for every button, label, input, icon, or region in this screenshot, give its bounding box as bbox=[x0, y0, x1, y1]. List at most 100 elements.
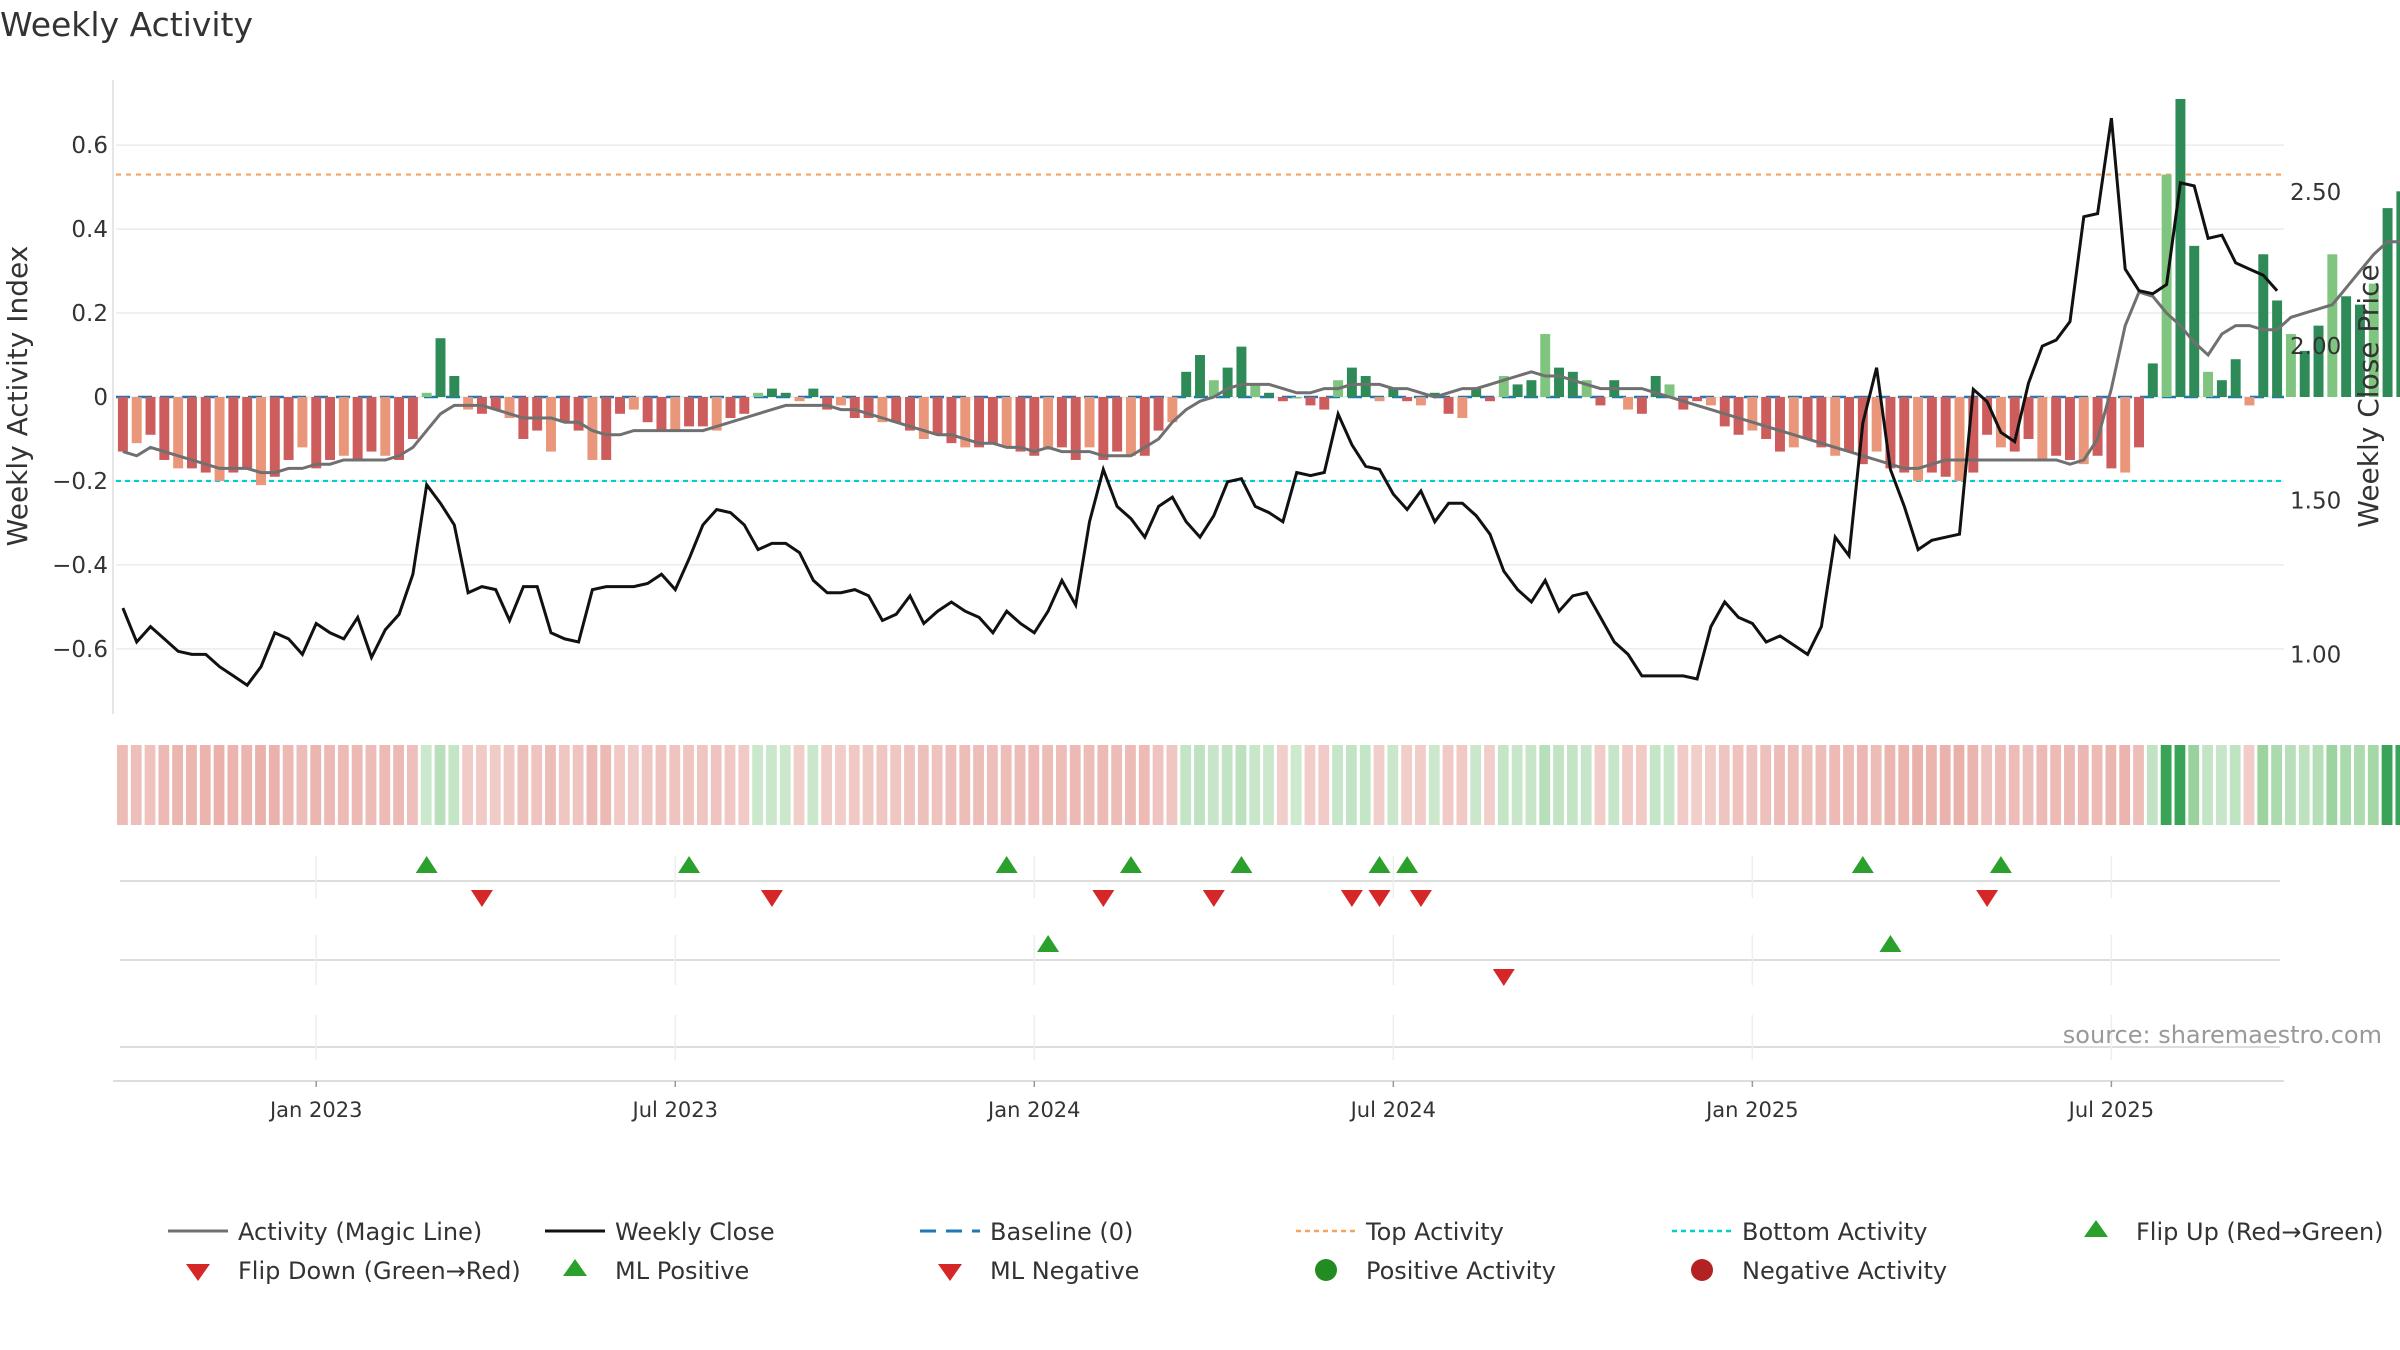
flip-up-marker bbox=[678, 856, 701, 873]
heat-cell bbox=[862, 745, 874, 825]
heat-cell bbox=[324, 745, 335, 825]
legend-label: ML Negative bbox=[990, 1257, 1139, 1285]
activity-bar bbox=[1402, 397, 1413, 402]
heat-cell bbox=[986, 745, 998, 825]
heat-cell bbox=[1290, 745, 1302, 825]
activity-bar bbox=[242, 397, 253, 469]
activity-bar bbox=[449, 376, 460, 397]
heat-cell bbox=[310, 745, 322, 825]
activity-bar bbox=[1250, 384, 1261, 397]
heat-cell bbox=[835, 745, 846, 825]
heat-cell bbox=[1028, 745, 1040, 825]
activity-bar bbox=[987, 397, 998, 444]
activity-bar bbox=[1084, 397, 1095, 448]
activity-bar bbox=[1098, 397, 1109, 460]
heat-cell bbox=[710, 745, 722, 825]
activity-bar bbox=[2106, 397, 2117, 469]
legend-item: ML Negative bbox=[938, 1257, 1139, 1285]
heat-cell bbox=[848, 745, 860, 825]
heat-cell bbox=[2326, 745, 2338, 825]
activity-bar bbox=[766, 388, 777, 397]
heat-cell bbox=[1981, 745, 1993, 825]
heat-cell bbox=[945, 745, 957, 825]
legend-label: ML Positive bbox=[615, 1257, 749, 1285]
x-tick-label: Jul 2023 bbox=[631, 1098, 718, 1122]
heat-cell bbox=[779, 745, 791, 825]
heat-cell bbox=[172, 745, 184, 825]
activity-bar bbox=[601, 397, 612, 460]
y-tick-label: 0.6 bbox=[71, 133, 108, 159]
activity-bar bbox=[739, 397, 750, 414]
activity-bar bbox=[1775, 397, 1785, 452]
y-tick-label: −0.2 bbox=[52, 469, 108, 495]
activity-bar bbox=[490, 397, 501, 410]
flip-up-marker bbox=[995, 856, 1018, 873]
activity-bar bbox=[1222, 367, 1233, 397]
activity-bar bbox=[1264, 392, 1275, 397]
heat-cell bbox=[793, 745, 805, 825]
source-note: source: sharemaestro.com bbox=[2063, 1021, 2382, 1049]
legend-item: Flip Down (Green→Red) bbox=[186, 1257, 521, 1285]
heat-cell bbox=[1967, 745, 1979, 825]
heat-cell bbox=[821, 745, 833, 825]
heat-cell bbox=[296, 745, 308, 825]
activity-bar bbox=[1029, 397, 1040, 456]
y2-tick-label: 1.00 bbox=[2290, 642, 2341, 668]
x-axis-ticks: Jan 2023 Jul 2023 Jan 2024 Jul 2024 Jan 2025… bbox=[268, 1081, 2154, 1122]
activity-bar bbox=[1554, 367, 1565, 397]
activity-bar bbox=[186, 397, 197, 469]
heat-cell bbox=[2050, 745, 2062, 825]
heat-cell bbox=[1249, 745, 1261, 825]
heat-cell bbox=[2215, 745, 2227, 825]
activity-bar bbox=[546, 397, 556, 452]
heat-cell bbox=[2257, 745, 2269, 825]
activity-bar bbox=[1567, 371, 1578, 397]
activity-bar bbox=[463, 397, 474, 410]
activity-bar bbox=[697, 397, 708, 427]
activity-bar bbox=[145, 397, 156, 435]
flip-up-marker bbox=[1851, 856, 1874, 873]
heat-cell bbox=[973, 745, 984, 825]
heat-cell bbox=[1276, 745, 1288, 825]
heat-cell bbox=[130, 745, 142, 825]
heat-cell bbox=[1746, 745, 1758, 825]
heat-cell bbox=[1387, 745, 1399, 825]
activity-bar bbox=[2368, 283, 2379, 397]
ml-negative-marker bbox=[1492, 969, 1515, 986]
heat-cell bbox=[1787, 745, 1799, 825]
flip-up-marker bbox=[1230, 856, 1253, 873]
heat-cell bbox=[1428, 745, 1440, 825]
heat-cell bbox=[1318, 745, 1330, 825]
activity-bar bbox=[1236, 346, 1247, 397]
legend-label: Bottom Activity bbox=[1742, 1218, 1927, 1246]
heat-cell bbox=[2312, 745, 2324, 825]
activity-bar bbox=[435, 338, 446, 397]
heat-cell bbox=[1677, 745, 1689, 825]
activity-bar bbox=[421, 392, 432, 397]
legend-label: Weekly Close bbox=[615, 1218, 775, 1246]
heat-cell bbox=[2298, 745, 2310, 825]
activity-bar bbox=[1636, 397, 1647, 414]
activity-bar bbox=[753, 392, 764, 397]
y-tick-label: 0.2 bbox=[71, 301, 108, 327]
heat-cell bbox=[1138, 745, 1150, 825]
heat-cell bbox=[2008, 745, 2020, 825]
activity-bar bbox=[587, 397, 598, 460]
activity-bar bbox=[877, 397, 888, 423]
flip-down-marker bbox=[1409, 890, 1432, 907]
y-tick-label: −0.4 bbox=[52, 553, 108, 579]
heat-cell bbox=[1470, 745, 1482, 825]
weekly-close-line bbox=[121, 117, 2279, 688]
legend-item: Activity (Magic Line) bbox=[168, 1218, 482, 1246]
heat-cell bbox=[600, 745, 612, 825]
activity-bar bbox=[2120, 397, 2131, 473]
activity-bar bbox=[2216, 380, 2227, 397]
heat-cell bbox=[2202, 745, 2213, 825]
activity-bar bbox=[2078, 397, 2089, 465]
heat-cell bbox=[2036, 745, 2048, 825]
activity-bar bbox=[1346, 367, 1357, 397]
activity-bar bbox=[891, 397, 902, 423]
heat-cell bbox=[669, 745, 681, 825]
heat-cell bbox=[1884, 745, 1896, 825]
magic-line bbox=[122, 240, 2400, 475]
